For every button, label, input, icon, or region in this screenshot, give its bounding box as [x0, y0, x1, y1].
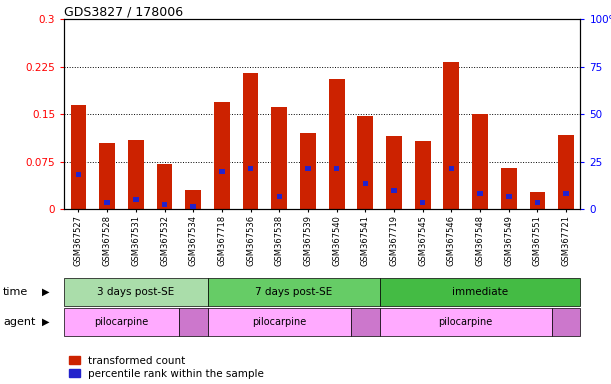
Bar	[191, 204, 196, 209]
Bar	[271, 107, 287, 209]
Bar	[300, 133, 316, 209]
Bar	[306, 166, 311, 170]
Text: pilocarpine: pilocarpine	[94, 317, 148, 327]
Bar	[558, 134, 574, 209]
Bar	[243, 73, 258, 209]
Bar	[156, 164, 172, 209]
Bar	[391, 188, 397, 193]
Bar	[104, 200, 110, 205]
Bar	[535, 200, 540, 205]
Bar	[420, 200, 425, 205]
Bar	[501, 168, 517, 209]
Bar	[219, 169, 225, 174]
Bar	[563, 191, 569, 196]
Bar	[76, 172, 81, 177]
Legend: transformed count, percentile rank within the sample: transformed count, percentile rank withi…	[70, 356, 264, 379]
Bar	[162, 202, 167, 207]
Bar	[530, 192, 545, 209]
Text: time: time	[3, 287, 28, 297]
Bar	[329, 79, 345, 209]
Bar	[128, 140, 144, 209]
Bar	[133, 197, 139, 202]
Bar	[357, 116, 373, 209]
Bar	[334, 166, 339, 170]
Text: pilocarpine: pilocarpine	[252, 317, 306, 327]
Bar	[100, 143, 115, 209]
Bar	[415, 141, 431, 209]
Bar	[506, 194, 511, 199]
Bar	[71, 105, 86, 209]
Bar	[472, 114, 488, 209]
Text: agent: agent	[3, 317, 35, 327]
Text: ▶: ▶	[42, 287, 49, 297]
Text: pilocarpine: pilocarpine	[439, 317, 493, 327]
Text: 3 days post-SE: 3 days post-SE	[97, 287, 175, 297]
Text: immediate: immediate	[452, 287, 508, 297]
Bar	[214, 101, 230, 209]
Bar	[477, 191, 483, 196]
Bar	[448, 166, 454, 170]
Text: ▶: ▶	[42, 317, 49, 327]
Text: GDS3827 / 178006: GDS3827 / 178006	[64, 5, 183, 18]
Bar	[386, 136, 402, 209]
Bar	[444, 62, 459, 209]
Bar	[362, 181, 368, 187]
Bar	[185, 190, 201, 209]
Text: 7 days post-SE: 7 days post-SE	[255, 287, 332, 297]
Bar	[277, 194, 282, 199]
Bar	[248, 166, 254, 170]
